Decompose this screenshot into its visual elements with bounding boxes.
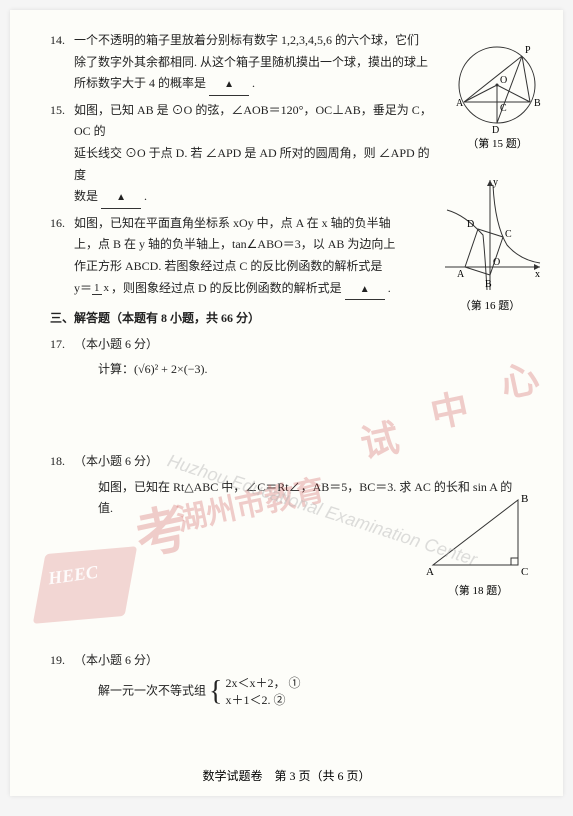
page-footer: 数学试题卷 第 3 页（共 6 页） xyxy=(10,767,563,784)
q14-line2: 除了数字外其余都相同. 从这个箱子里随机摸出一个球，摸出的球上 xyxy=(74,55,428,69)
q15-blank xyxy=(101,186,141,209)
figure-16: y x O A B C D （第 16 题） xyxy=(435,175,545,313)
heec-badge xyxy=(33,546,137,624)
q19-body: 解一元一次不等式组 { 2x＜x＋2， ① x＋1＜2. ② xyxy=(98,675,533,709)
figure-18: A B C （第 18 题） xyxy=(423,490,533,598)
q15-line3: 数是 xyxy=(74,189,98,203)
svg-text:C: C xyxy=(521,566,528,578)
frac-num: 1 xyxy=(92,282,102,295)
q15-number: 15. xyxy=(50,100,74,209)
svg-text:C: C xyxy=(505,229,512,240)
question-18: 18. （本小题 6 分） xyxy=(50,451,533,473)
q17-body: 计算：(√6)² + 2×(−3). xyxy=(98,359,533,381)
svg-text:x: x xyxy=(535,269,540,280)
brace-icon: { xyxy=(209,684,222,701)
q19-ineq1: 2x＜x＋2， ① xyxy=(225,676,300,690)
q14-line3: 所标数字大于 4 的概率是 xyxy=(74,76,206,90)
svg-text:A: A xyxy=(426,566,434,578)
q18-number: 18. xyxy=(50,451,74,473)
q14-period: . xyxy=(252,76,255,90)
q16-line4b: ，则图象经过点 D 的反比例函数的解析式是 xyxy=(111,281,342,295)
q16-line2: 上，点 B 在 y 轴的负半轴上，tan∠ABO＝3，以 AB 为边向上 xyxy=(74,237,395,251)
q15-period: . xyxy=(144,189,147,203)
q16-period: . xyxy=(388,281,391,295)
q16-blank xyxy=(345,278,385,301)
q16-number: 16. xyxy=(50,213,74,300)
svg-text:P: P xyxy=(525,45,531,56)
fig18-caption: （第 18 题） xyxy=(423,582,533,598)
svg-text:C: C xyxy=(500,103,507,114)
q19-number: 19. xyxy=(50,650,74,672)
figure-15: P O A B C D （第 15 题） xyxy=(450,38,545,151)
q14-blank xyxy=(209,73,249,96)
svg-text:B: B xyxy=(521,493,528,505)
q14-number: 14. xyxy=(50,30,74,96)
svg-text:A: A xyxy=(456,98,464,109)
question-17: 17. （本小题 6 分） xyxy=(50,334,533,356)
frac-den: x xyxy=(102,282,112,294)
q16-line3: 作正方形 ABCD. 若图象经过点 C 的反比例函数的解析式是 xyxy=(74,259,382,273)
svg-text:O: O xyxy=(500,75,507,86)
question-19: 19. （本小题 6 分） xyxy=(50,650,533,672)
q15-line1: 如图，已知 AB 是 ⊙O 的弦，∠AOB＝120°，OC⊥AB，垂足为 C，O… xyxy=(74,103,432,139)
q19-ineq2: x＋1＜2. ② xyxy=(225,693,285,707)
fig15-caption: （第 15 题） xyxy=(450,135,545,151)
svg-text:B: B xyxy=(485,279,492,290)
fig16-caption: （第 16 题） xyxy=(435,297,545,313)
q18-title: （本小题 6 分） xyxy=(74,451,533,473)
svg-text:B: B xyxy=(534,98,541,109)
q17-title: （本小题 6 分） xyxy=(74,334,533,356)
q17-number: 17. xyxy=(50,334,74,356)
q16-line1: 如图，已知在平面直角坐标系 xOy 中，点 A 在 x 轴的负半轴 xyxy=(74,216,391,230)
q19-title: （本小题 6 分） xyxy=(74,650,533,672)
svg-text:D: D xyxy=(467,219,474,230)
svg-text:D: D xyxy=(492,125,499,133)
svg-text:y: y xyxy=(493,177,498,188)
q14-line1: 一个不透明的箱子里放着分别标有数字 1,2,3,4,5,6 的六个球，它们 xyxy=(74,33,419,47)
q16-fraction: 1x xyxy=(92,283,111,294)
q16-line4a: y＝ xyxy=(74,281,92,295)
q15-line2: 延长线交 ⊙O 于点 D. 若 ∠APD 是 AD 所对的圆周角，则 ∠APD … xyxy=(74,146,430,182)
svg-text:A: A xyxy=(457,269,465,280)
q19-pre: 解一元一次不等式组 xyxy=(98,684,206,698)
svg-text:O: O xyxy=(493,257,500,268)
exam-page: 14. 一个不透明的箱子里放着分别标有数字 1,2,3,4,5,6 的六个球，它… xyxy=(10,10,563,796)
